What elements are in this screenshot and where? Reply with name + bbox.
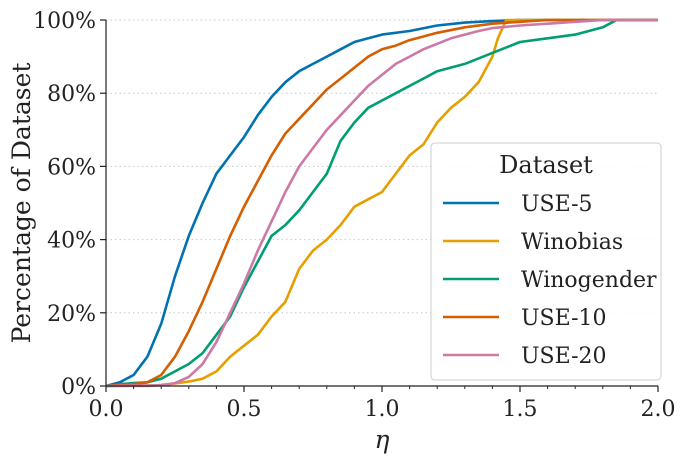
- legend: Dataset USE-5 Winobias Winogender USE-10 USE…: [431, 143, 661, 380]
- y-tick-label: 0%: [61, 375, 96, 400]
- legend-label: USE-20: [521, 344, 607, 369]
- x-tick-label: 0.0: [89, 397, 124, 422]
- x-tick-label: 0.5: [227, 397, 262, 422]
- x-axis-label: η: [375, 425, 390, 454]
- y-tick-label: 80%: [47, 82, 96, 107]
- y-tick-label: 20%: [47, 302, 96, 327]
- x-tick-label: 1.0: [365, 397, 400, 422]
- legend-label: USE-5: [521, 192, 593, 217]
- x-tick-label: 2.0: [641, 397, 676, 422]
- x-tick-label: 1.5: [503, 397, 538, 422]
- legend-label: USE-10: [521, 306, 607, 331]
- legend-label: Winobias: [521, 230, 623, 255]
- legend-label: Winogender: [521, 268, 657, 293]
- y-tick-label: 40%: [47, 229, 96, 254]
- y-tick-label: 100%: [33, 9, 96, 34]
- legend-title: Dataset: [499, 151, 593, 179]
- y-tick-label: 60%: [47, 155, 96, 180]
- y-axis-label: Percentage of Dataset: [7, 63, 36, 344]
